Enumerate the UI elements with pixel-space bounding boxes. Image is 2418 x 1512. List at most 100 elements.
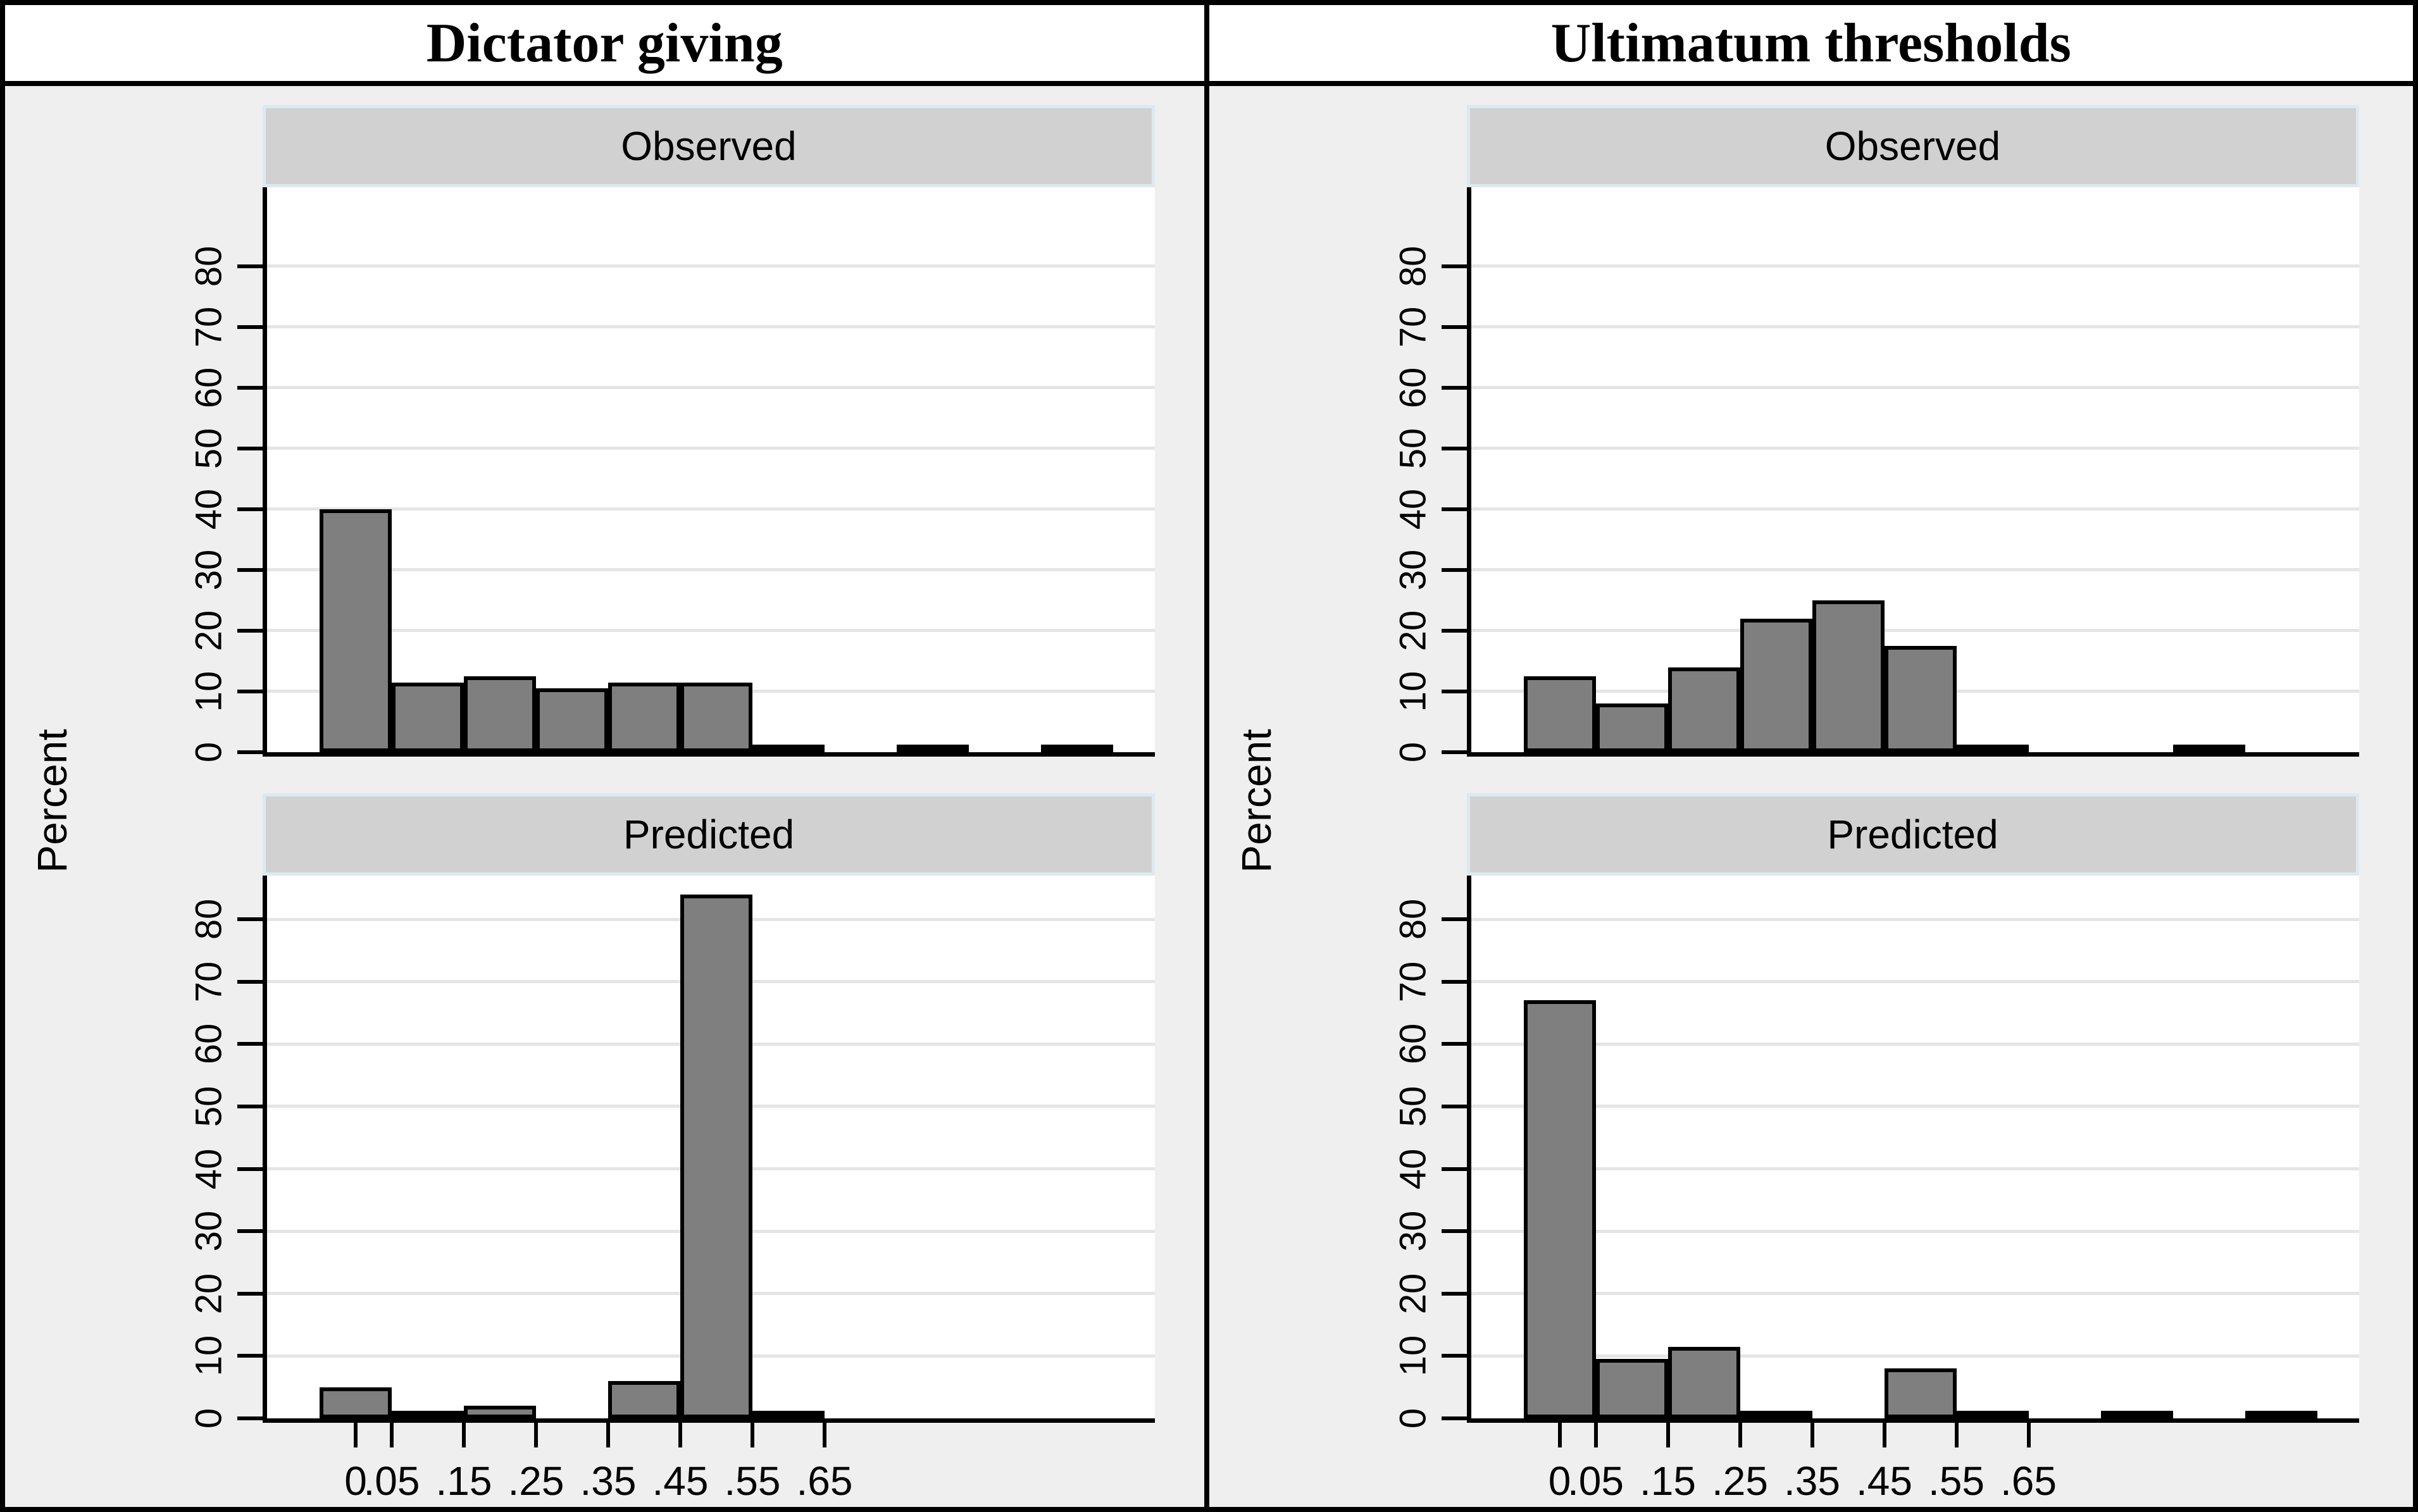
y-tick — [1441, 1104, 1467, 1108]
y-tick — [1441, 1354, 1467, 1358]
y-tick-label: 80 — [1392, 898, 1433, 940]
x-tick-label: .55 — [1928, 1458, 1985, 1504]
y-tick-label: 10 — [1392, 1335, 1433, 1377]
y-tick — [1441, 917, 1467, 922]
y-tick — [1441, 628, 1467, 633]
y-tick-label: 70 — [188, 961, 230, 1002]
y-tick — [237, 1167, 263, 1171]
histogram-bar — [1667, 667, 1740, 752]
y-tick — [237, 979, 263, 984]
y-tick — [237, 689, 263, 693]
y-tick-label: 0 — [188, 1408, 230, 1429]
histogram-bar — [536, 688, 608, 752]
y-tick-label: 0 — [1392, 741, 1433, 763]
y-gridline — [1471, 1292, 2359, 1296]
histogram-bar — [1884, 645, 1957, 752]
y-tick-label: 30 — [1392, 549, 1433, 591]
y-tick — [1441, 567, 1467, 572]
y-gridline — [267, 386, 1155, 390]
x-tick — [1810, 1418, 1814, 1447]
histogram-bar — [392, 682, 464, 752]
histogram-bar — [680, 682, 752, 752]
column-dictator-giving: Percent Observed 0 10 20 30 40 50 60 70 80 Predi… — [5, 86, 1209, 1507]
histogram-bar — [2245, 1411, 2317, 1418]
title-row: Dictator giving Ultimatum thresholds — [5, 5, 2413, 86]
y-tick-label: 40 — [188, 1148, 230, 1189]
y-tick — [1441, 264, 1467, 268]
x-tick-label: .45 — [652, 1458, 709, 1504]
y-gridline — [267, 629, 1155, 633]
y-tick-label: 40 — [1392, 1148, 1433, 1189]
y-tick-label: 20 — [1392, 610, 1433, 652]
y-gridline — [267, 325, 1155, 329]
y-tick-label: 10 — [188, 671, 230, 712]
y-gridline — [1471, 1167, 2359, 1171]
y-tick — [237, 917, 263, 922]
x-tick — [1557, 1418, 1562, 1447]
y-tick — [237, 628, 263, 633]
x-tick — [534, 1418, 538, 1447]
x-tick-label: .45 — [1856, 1458, 1912, 1504]
panel-header-predicted: Predicted — [263, 793, 1155, 876]
panel-header-predicted: Predicted — [1466, 793, 2359, 876]
histogram-bar — [1667, 1346, 1740, 1418]
plot-ultimatum-observed: 0 10 20 30 40 50 60 70 80 — [1392, 187, 2359, 762]
y-tick — [1441, 325, 1467, 329]
y-gridline — [1471, 1105, 2359, 1108]
y-tick-label: 80 — [1392, 245, 1433, 287]
y-gridline — [1471, 507, 2359, 511]
x-tick — [678, 1418, 682, 1447]
y-tick-label: 40 — [1392, 488, 1433, 530]
y-gridline — [1471, 568, 2359, 572]
y-tick — [1441, 689, 1467, 693]
figure-body: Percent Observed 0 10 20 30 40 50 60 70 80 Predi… — [5, 86, 2413, 1507]
x-tick-label: .05 — [1567, 1458, 1624, 1504]
x-tick-label: 0 — [344, 1458, 367, 1504]
x-tick — [354, 1418, 358, 1447]
plot-dictator-observed: 0 10 20 30 40 50 60 70 80 — [189, 187, 1155, 762]
x-tick-label: .15 — [1640, 1458, 1696, 1504]
y-tick-label: 50 — [1392, 1086, 1433, 1127]
y-tick-label: 30 — [188, 549, 230, 591]
y-tick-label: 20 — [1392, 1273, 1433, 1315]
histogram-bar — [1595, 703, 1668, 752]
y-tick — [237, 446, 263, 450]
histogram-bar — [1884, 1368, 1957, 1418]
y-tick — [1441, 1042, 1467, 1046]
y-gridline — [267, 264, 1155, 268]
plot-ultimatum-predicted: 0 10 20 30 40 50 60 70 80 0.05.15.25.35.45.55.65 — [1392, 876, 2359, 1504]
y-tick-label: 20 — [188, 610, 230, 652]
column-ultimatum-thresholds: Percent Observed 0 10 20 30 40 50 60 70 80 Predi… — [1209, 86, 2413, 1507]
y-tick — [237, 1354, 263, 1358]
x-tick — [2026, 1418, 2031, 1447]
y-gridline — [1471, 386, 2359, 390]
y-tick-label: 50 — [1392, 428, 1433, 469]
y-tick — [237, 507, 263, 511]
y-tick — [237, 1042, 263, 1046]
histogram-bar — [2172, 745, 2245, 752]
histogram-bar — [1812, 600, 1885, 752]
column-title-ultimatum-thresholds: Ultimatum thresholds — [1550, 12, 2071, 74]
y-gridline — [1471, 325, 2359, 329]
histogram-bar — [464, 1406, 536, 1418]
x-tick-label: .65 — [2000, 1458, 2057, 1504]
x-tick-label: .35 — [580, 1458, 637, 1504]
y-gridline — [1471, 917, 2359, 921]
x-tick — [823, 1418, 826, 1447]
y-tick-label: 60 — [1392, 1024, 1433, 1065]
y-tick-label: 40 — [188, 488, 230, 530]
y-tick — [1441, 1167, 1467, 1171]
histogram-bar — [392, 1411, 464, 1418]
histogram-bar — [752, 1411, 825, 1418]
y-gridline — [1471, 980, 2359, 984]
y-gridline — [267, 568, 1155, 572]
histogram-bar — [680, 894, 752, 1418]
histogram-bar — [1523, 1000, 1596, 1418]
y-tick — [237, 325, 263, 329]
x-tick-label: .25 — [508, 1458, 564, 1504]
x-tick-label: .55 — [724, 1458, 781, 1504]
y-axis-title: Percent — [1232, 729, 1280, 873]
panel-header-observed: Observed — [263, 105, 1155, 187]
x-tick-label: .25 — [1712, 1458, 1768, 1504]
y-tick-label: 70 — [1392, 961, 1433, 1002]
